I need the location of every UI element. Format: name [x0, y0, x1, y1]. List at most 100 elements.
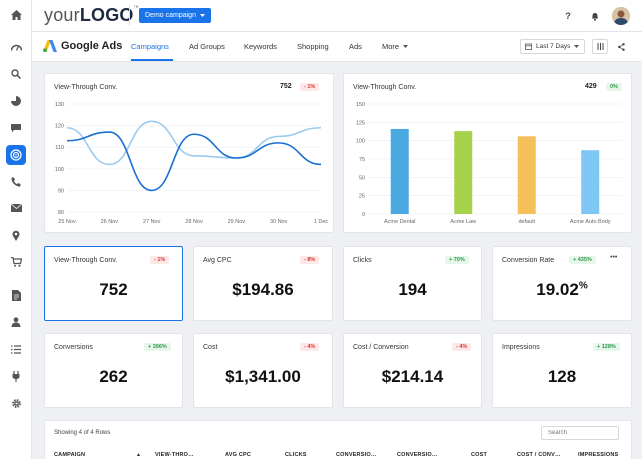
- metric-title: Conversion Rate: [502, 257, 555, 264]
- change-badge: - 4%: [300, 343, 320, 351]
- metric-value: $214.14: [381, 367, 444, 386]
- metric-title: Cost: [203, 344, 218, 351]
- metric-value: 19.02%: [493, 280, 631, 300]
- pie-chart-icon[interactable]: [8, 93, 24, 109]
- y-tick-label: 0: [362, 212, 365, 218]
- share-button[interactable]: [613, 39, 629, 54]
- chart-title: View-Through Conv.: [353, 84, 417, 91]
- chevron-down-icon: [199, 14, 205, 17]
- metric-number: 19.02: [536, 280, 579, 299]
- active-tab-indicator: [131, 59, 173, 61]
- tab-more-label: More: [382, 42, 400, 51]
- brand-logo: yourLOGO™: [44, 5, 139, 25]
- tab-ad-groups[interactable]: Ad Groups: [189, 42, 225, 51]
- change-badge: 0%: [606, 83, 622, 91]
- google-ads-nav: Google Ads Campaigns Ad Groups Keywords …: [32, 32, 642, 62]
- plug-icon[interactable]: [8, 368, 24, 384]
- columns-button[interactable]: [592, 39, 608, 54]
- metric-card-conversion-rate[interactable]: Conversion Rate + 435% ••• 19.02%: [492, 246, 632, 321]
- tab-more[interactable]: More: [382, 42, 409, 51]
- metric-card-cost-per-conversion[interactable]: Cost / Conversion - 4% $214.14: [343, 333, 482, 408]
- home-icon[interactable]: [8, 7, 24, 23]
- date-range-picker[interactable]: Last 7 Days: [520, 39, 585, 54]
- columns-icon: [597, 43, 603, 50]
- bar-chart: 0 25 50 75 100 125 150 Acme Dental Acme Law defau…: [356, 102, 622, 225]
- chevron-down-icon: [574, 45, 580, 48]
- list-icon[interactable]: [8, 341, 24, 357]
- more-options-icon[interactable]: •••: [610, 254, 618, 261]
- tab-keywords[interactable]: Keywords: [244, 42, 277, 51]
- metric-value: 262: [99, 367, 128, 386]
- dashboard-icon[interactable]: [8, 39, 24, 55]
- campaign-table: Showing 4 of 4 Rows CAMPAIGN ▲ VIEW-THRO…: [44, 420, 632, 459]
- mail-icon[interactable]: [8, 200, 24, 216]
- metric-value: 194: [398, 280, 427, 299]
- avatar[interactable]: [612, 7, 630, 25]
- chart-total: 752: [280, 83, 292, 90]
- y-tick-label: 130: [55, 102, 64, 108]
- help-icon: ?: [565, 11, 571, 21]
- table-search-input[interactable]: [541, 426, 619, 440]
- bar: [390, 128, 409, 214]
- user-icon[interactable]: [8, 314, 24, 330]
- sort-asc-icon[interactable]: ▲: [136, 452, 142, 458]
- y-tick-label: 80: [58, 210, 64, 216]
- y-tick-label: 25: [359, 194, 365, 200]
- x-tick-label: Acme Auto Body: [570, 219, 611, 225]
- search-icon[interactable]: [8, 66, 24, 82]
- change-badge: + 396%: [144, 343, 171, 351]
- change-badge: + 70%: [445, 256, 469, 264]
- column-header-avg-cpc[interactable]: AVG CPC: [225, 452, 252, 458]
- help-button[interactable]: ?: [560, 8, 576, 24]
- metric-card-avg-cpc[interactable]: Avg CPC - 8% $194.86: [193, 246, 333, 321]
- x-tick-label: 30 Nov: [270, 219, 288, 225]
- column-header-clicks[interactable]: CLICKS: [285, 452, 307, 458]
- metric-title: View-Through Conv.: [54, 257, 118, 264]
- x-tick-label: 28 Nov: [185, 219, 203, 225]
- metric-card-impressions[interactable]: Impressions + 128% 128: [492, 333, 632, 408]
- column-header-view-through[interactable]: VIEW-THRO…: [155, 452, 194, 458]
- change-badge: - 1%: [300, 83, 320, 91]
- phone-icon[interactable]: [8, 174, 24, 190]
- bar: [581, 150, 600, 214]
- column-header-conversion-rate[interactable]: CONVERSIO…: [397, 452, 438, 458]
- column-header-cost[interactable]: COST: [471, 452, 488, 458]
- x-tick-label: 27 Nov: [143, 219, 161, 225]
- metric-card-clicks[interactable]: Clicks + 70% 194: [343, 246, 482, 321]
- tab-ads[interactable]: Ads: [349, 42, 362, 51]
- date-range-label: Last 7 Days: [536, 43, 571, 50]
- x-tick-label: Acme Dental: [384, 219, 416, 225]
- sidebar: [0, 0, 32, 459]
- y-tick-label: 75: [359, 157, 365, 163]
- metric-card-cost[interactable]: Cost - 4% $1,341.00: [193, 333, 333, 408]
- line-chart: 80 90 100 110 120 130 25 Nov 26 Nov 27 Nov 28 Nov…: [55, 102, 329, 225]
- change-badge: - 4%: [452, 343, 472, 351]
- settings-icon[interactable]: [8, 395, 24, 411]
- metric-card-view-through-conv[interactable]: View-Through Conv. - 1% 752: [44, 246, 183, 321]
- bar: [517, 136, 536, 214]
- campaign-selector-button[interactable]: Demo campaign: [139, 8, 211, 23]
- column-header-impressions[interactable]: IMPRESSIONS: [578, 452, 619, 458]
- column-header-conversions[interactable]: CONVERSIO…: [336, 452, 377, 458]
- column-header-cost-per-conversion[interactable]: COST / CONV…: [517, 452, 561, 458]
- change-badge: - 8%: [300, 256, 320, 264]
- x-tick-label: 26 Nov: [101, 219, 119, 225]
- document-icon[interactable]: [8, 287, 24, 303]
- tab-shopping[interactable]: Shopping: [297, 42, 329, 51]
- share-icon: [617, 42, 625, 51]
- tab-campaigns[interactable]: Campaigns: [131, 42, 169, 51]
- cart-icon[interactable]: [8, 254, 24, 270]
- y-tick-label: 110: [55, 145, 64, 151]
- column-header-campaign[interactable]: CAMPAIGN: [54, 452, 86, 458]
- y-tick-label: 125: [356, 120, 365, 126]
- target-icon[interactable]: [6, 145, 26, 165]
- y-tick-label: 100: [55, 167, 64, 173]
- x-tick-label: 1 Dec: [314, 219, 329, 225]
- metric-title: Clicks: [353, 257, 372, 264]
- notifications-button[interactable]: [587, 8, 603, 24]
- change-badge: - 1%: [150, 256, 170, 264]
- location-icon[interactable]: [8, 227, 24, 243]
- chat-icon[interactable]: [8, 120, 24, 136]
- metric-card-conversions[interactable]: Conversions + 396% 262: [44, 333, 183, 408]
- calendar-icon: [525, 43, 532, 50]
